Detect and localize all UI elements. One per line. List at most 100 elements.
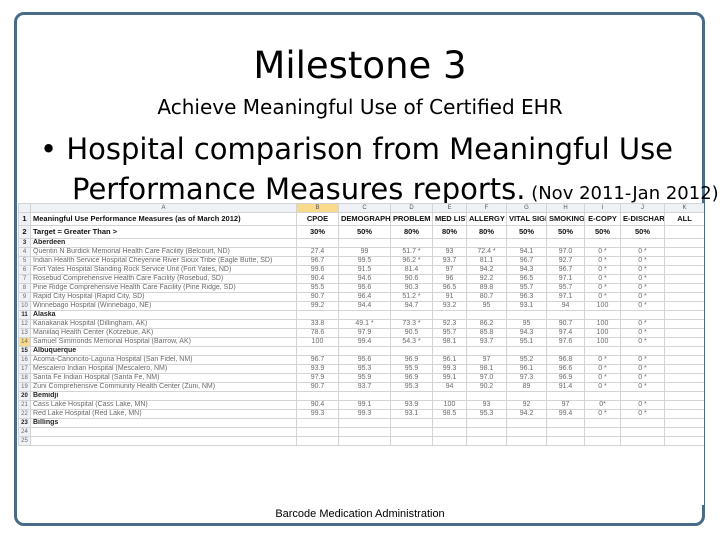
slide-caption: Barcode Medication Administration [275,508,445,520]
facility-name-cell: Bemidji [30,391,297,401]
measure-value-cell [664,328,704,338]
measure-value-cell: 91.4 [546,382,585,392]
column-letter: I [584,203,621,213]
facility-name-cell: Fort Yates Hospital Standing Rock Servic… [30,265,297,275]
measure-value-cell: 98.5 [432,409,467,419]
measure-value-cell [546,427,585,437]
facility-name-cell: Red Lake Hospital (Red Lake, MN) [30,409,297,419]
performance-table: A B C D E F G H I J K 1 Meaningful Use Performance M… [18,203,704,446]
measure-value-cell [664,418,704,428]
measure-value-cell: 96.7 [296,256,339,266]
measure-value-cell: 95.6 [338,283,391,293]
measure-value-cell: 0 * [584,274,621,284]
measure-value-cell: 95.9 [390,364,433,374]
measure-value-cell: 90.7 [296,292,339,302]
measure-value-cell [390,310,433,320]
row-number: 15 [18,346,31,356]
measure-value-cell: 89.8 [466,283,507,293]
measure-value-cell [296,391,339,401]
measure-value-cell [506,391,547,401]
measure-value-cell: 78.6 [296,328,339,338]
measure-value-cell: 96.7 [296,355,339,365]
facility-name-cell: Kanakanak Hospital (Dillingham, AK) [30,319,297,329]
measure-value-cell: 93.1 [506,301,547,311]
table-row: 4 Quentin N Burdick Memorial Health Care … [18,247,704,257]
facility-name-cell: Albuquerque [30,346,297,356]
measure-value-cell [466,346,507,356]
facility-name-cell: Santa Fe Indian Hospital (Santa Fe, NM) [30,373,297,383]
measure-value-cell: 94.2 [466,265,507,275]
facility-name-cell: Quentin N Burdick Memorial Health Care F… [30,247,297,257]
row-number: 12 [18,319,31,329]
measure-value-cell: 97.9 [338,328,391,338]
measure-value-cell [664,247,704,257]
measure-value-cell: 90.7 [546,319,585,329]
measure-value-cell [296,427,339,437]
measure-value-cell [620,418,665,428]
measure-value-cell: 96.4 [338,292,391,302]
measure-value-cell [584,310,621,320]
facility-name-cell: Winnebago Hospital (Winnebago, NE) [30,301,297,311]
measure-value-cell: 97 [466,355,507,365]
measure-value-cell: 96.1 [432,355,467,365]
measure-value-cell: 90.5 [390,328,433,338]
measure-value-cell: 96 [432,274,467,284]
row-number: 2 [18,225,31,239]
measure-value-cell: E-DISCHARGE [620,212,665,226]
measure-value-cell [620,310,665,320]
measure-value-cell: 97.0 [546,247,585,257]
measure-value-cell: 86.2 [466,319,507,329]
measure-value-cell: 30% [296,225,339,239]
measure-value-cell [296,238,339,248]
measure-value-cell [338,238,391,248]
measure-value-cell: 0 * [620,265,665,275]
measure-value-cell [432,391,467,401]
measure-value-cell [338,418,391,428]
measure-value-cell: 92.3 [432,319,467,329]
table-row: 8 Pine Ridge Comprehensive Health Care Fa… [18,283,704,293]
measure-value-cell: 96.7 [506,256,547,266]
row-number: 16 [18,355,31,365]
measure-value-cell [466,391,507,401]
facility-name-cell: Samuel Simmonds Memorial Hospital (Barro… [30,337,297,347]
facility-name-cell: Target = Greater Than > [30,225,297,239]
row-number: 18 [18,373,31,383]
measure-value-cell: 97 [432,265,467,275]
column-letter: K [664,203,704,213]
measure-value-cell: 0 * [584,256,621,266]
measure-value-cell [432,436,467,446]
measure-value-cell: 33.8 [296,319,339,329]
measure-value-cell: 99.1 [338,400,391,410]
measure-value-cell [620,436,665,446]
measure-value-cell: 0 * [620,337,665,347]
measure-value-cell: 93.1 [390,409,433,419]
measure-value-cell [296,418,339,428]
measure-value-cell [506,418,547,428]
measure-value-cell: 95.5 [296,283,339,293]
measure-value-cell: 0 * [620,355,665,365]
measure-value-cell: 100 [296,337,339,347]
measure-value-cell: 99.2 [296,301,339,311]
measure-value-cell [664,301,704,311]
measure-value-cell: 0 * [584,265,621,275]
measure-value-cell: 0 * [584,409,621,419]
measure-value-cell [466,238,507,248]
measure-value-cell [584,346,621,356]
measure-value-cell: 94.4 [338,301,391,311]
measure-value-cell: 93 [466,400,507,410]
measure-value-cell: 95.3 [390,382,433,392]
table-row: 9 Rapid City Hospital (Rapid City, SD) 90.… [18,292,704,302]
measure-value-cell [584,436,621,446]
facility-name-cell: Rosebud Comprehensive Health Care Facili… [30,274,297,284]
row-number: 10 [18,301,31,311]
measure-value-cell: 54.3 * [390,337,433,347]
measure-value-cell [664,319,704,329]
measure-value-cell: 0 * [620,364,665,374]
table-row: 14 Samuel Simmonds Memorial Hospital (Bar… [18,337,704,347]
measure-value-cell [390,418,433,428]
measure-value-cell: 50% [620,225,665,239]
table-row: 20 Bemidji [18,391,704,401]
measure-value-cell [664,436,704,446]
measure-value-cell: 90.2 [466,382,507,392]
measure-value-cell: 94.2 [506,409,547,419]
